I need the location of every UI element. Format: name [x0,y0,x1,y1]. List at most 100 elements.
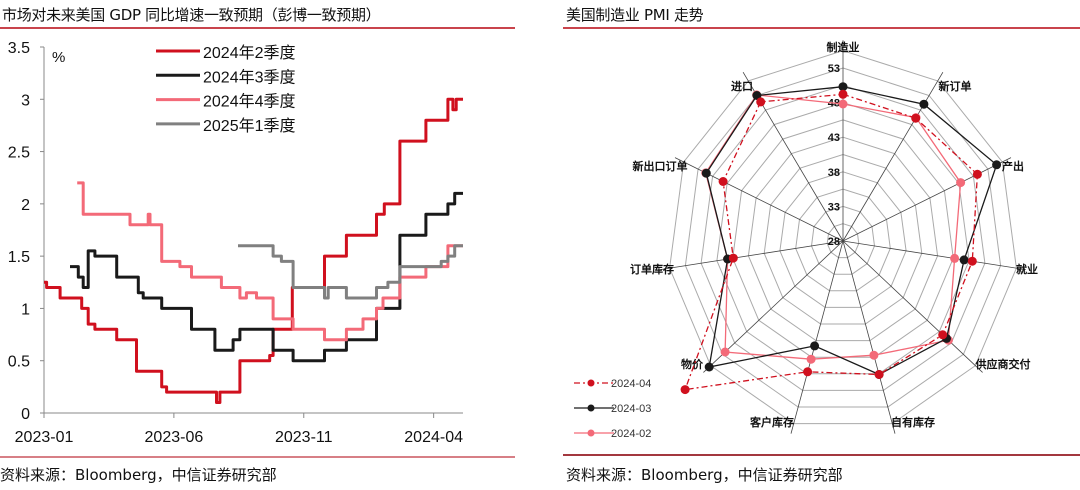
radar-point-2024-03 [704,362,714,372]
radar-point-2024-03 [992,160,1002,170]
y-tick-label: 2 [21,197,30,214]
radar-point-2024-04 [756,97,766,107]
y-tick-label: 3.5 [8,40,30,57]
radar-axis-label: 新订单 [939,79,972,93]
radar-axis-label: 供应商交付 [975,357,1031,371]
radar-point-2024-02 [723,254,733,264]
radar-axis-label: 进口 [731,79,753,93]
radar-axis-label: 就业 [1016,262,1038,276]
radar-grid-ring [700,84,986,391]
radar-point-2024-03 [942,333,951,343]
radar-point-2024-04 [972,169,982,179]
right-chart-title: 美国制造业 PMI 走势 [566,6,704,24]
y-tick-label: 1.5 [8,249,30,266]
radar-tick-label: 48 [828,98,840,110]
radar-series-2024-04 [684,93,979,391]
radar-tick-label: 28 [828,236,840,248]
radar-axis [842,240,896,434]
y-tick-label: 0 [21,406,30,423]
radar-axis [842,240,1026,270]
radar-grid-ring [684,67,1002,408]
left-title-rule [0,27,515,29]
series-line-2024年4季度 [77,181,463,342]
legend-label: 2024年3季度 [203,68,296,86]
radar-axis-label: 客户库存 [749,415,794,429]
x-tick-label: 2023-06 [145,429,204,446]
right-source-note: 资料来源：Bloomberg，中信证券研究部 [566,466,843,484]
legend-marker [587,379,595,387]
radar-point-2024-03 [701,168,711,178]
legend-label: 2024-03 [611,403,651,415]
radar-grid-ring [732,119,954,358]
radar-axis [660,240,844,270]
radar-point-2024-04 [874,370,884,379]
radar-grid-ring [826,223,860,259]
left-source-note: 资料来源：Bloomberg，中信证券研究部 [0,466,277,484]
radar-axis-label: 自有库存 [891,415,935,429]
radar-series-2024-03 [705,86,998,376]
radar-point-2024-03 [723,254,733,264]
radar-point-2024-04 [803,367,813,377]
radar-point-2024-02 [869,350,879,360]
radar-point-2024-04 [938,330,948,340]
radar-axis-label: 新出口订单 [633,159,688,173]
y-tick-label: 1 [21,301,30,318]
gdp-consensus-line-chart: 0 0.5 1 1.5 2 2.5 3 3.5% 2023-01 2023-06 2023-11 20… [8,40,463,446]
radar-axis-label: 产出 [1002,159,1024,173]
radar-point-2024-03 [919,99,929,109]
radar-point-2024-02 [950,253,960,263]
radar-series-2024-02 [704,94,962,360]
radar-axis-label: 订单库存 [630,262,674,276]
y-tick-label: 3 [21,92,30,109]
radar-point-2024-04 [967,256,977,266]
y-axis-unit: % [52,49,65,66]
left-source-rule [0,456,515,458]
series-line-2024年2季度 [44,97,463,404]
radar-point-2024-02 [806,354,816,364]
radar-tick-label: 53 [828,63,840,75]
legend-label: 2024-02 [611,428,651,440]
radar-axis [703,240,844,373]
radar-grid-ring [747,136,939,342]
radar-grid-ring [716,102,970,375]
radar-grid-ring [810,205,876,275]
radar-point-2024-03 [838,82,848,92]
radar-point-2024-02 [701,168,711,178]
radar-axis-label: 制造业 [827,40,860,54]
legend-label: 2024-04 [611,378,651,390]
radar-point-2024-02 [720,347,730,357]
radar-axis [790,240,844,434]
radar-axis [742,71,844,242]
radar-axis [842,240,983,373]
left-chart-title: 市场对未来美国 GDP 同比增速一致预期（彭博一致预期） [2,6,381,24]
radar-point-2024-04 [728,253,738,263]
radar-grid-ring [763,153,923,325]
x-tick-label: 2024-04 [404,429,463,446]
radar-axis [842,71,944,242]
legend-label: 2024年2季度 [203,44,296,62]
x-tick-label: 2023-01 [15,429,74,446]
right-title-rule [563,27,1080,29]
radar-point-2024-03 [874,370,884,379]
y-tick-label: 2.5 [8,145,30,162]
right-source-rule [563,454,1080,456]
radar-point-2024-02 [911,113,921,123]
series-line-2025年1季度 [238,244,463,300]
radar-point-2024-04 [680,385,690,395]
radar-point-2024-04 [911,113,921,123]
radar-axis [842,157,1012,242]
radar-point-2024-03 [752,91,762,100]
radar-tick-label: 43 [828,132,840,144]
radar-point-2024-02 [838,99,848,109]
legend-marker [587,404,595,412]
radar-point-2024-04 [718,177,728,186]
radar-point-2024-04 [838,89,848,99]
radar-point-2024-02 [943,335,953,345]
y-tick-label: 0.5 [8,354,30,371]
radar-tick-label: 33 [828,201,840,213]
radar-tick-label: 38 [828,167,840,179]
legend-marker [587,429,595,437]
legend-label: 2025年1季度 [203,117,296,135]
x-tick-label: 2023-11 [275,429,333,446]
radar-point-2024-02 [752,90,762,100]
